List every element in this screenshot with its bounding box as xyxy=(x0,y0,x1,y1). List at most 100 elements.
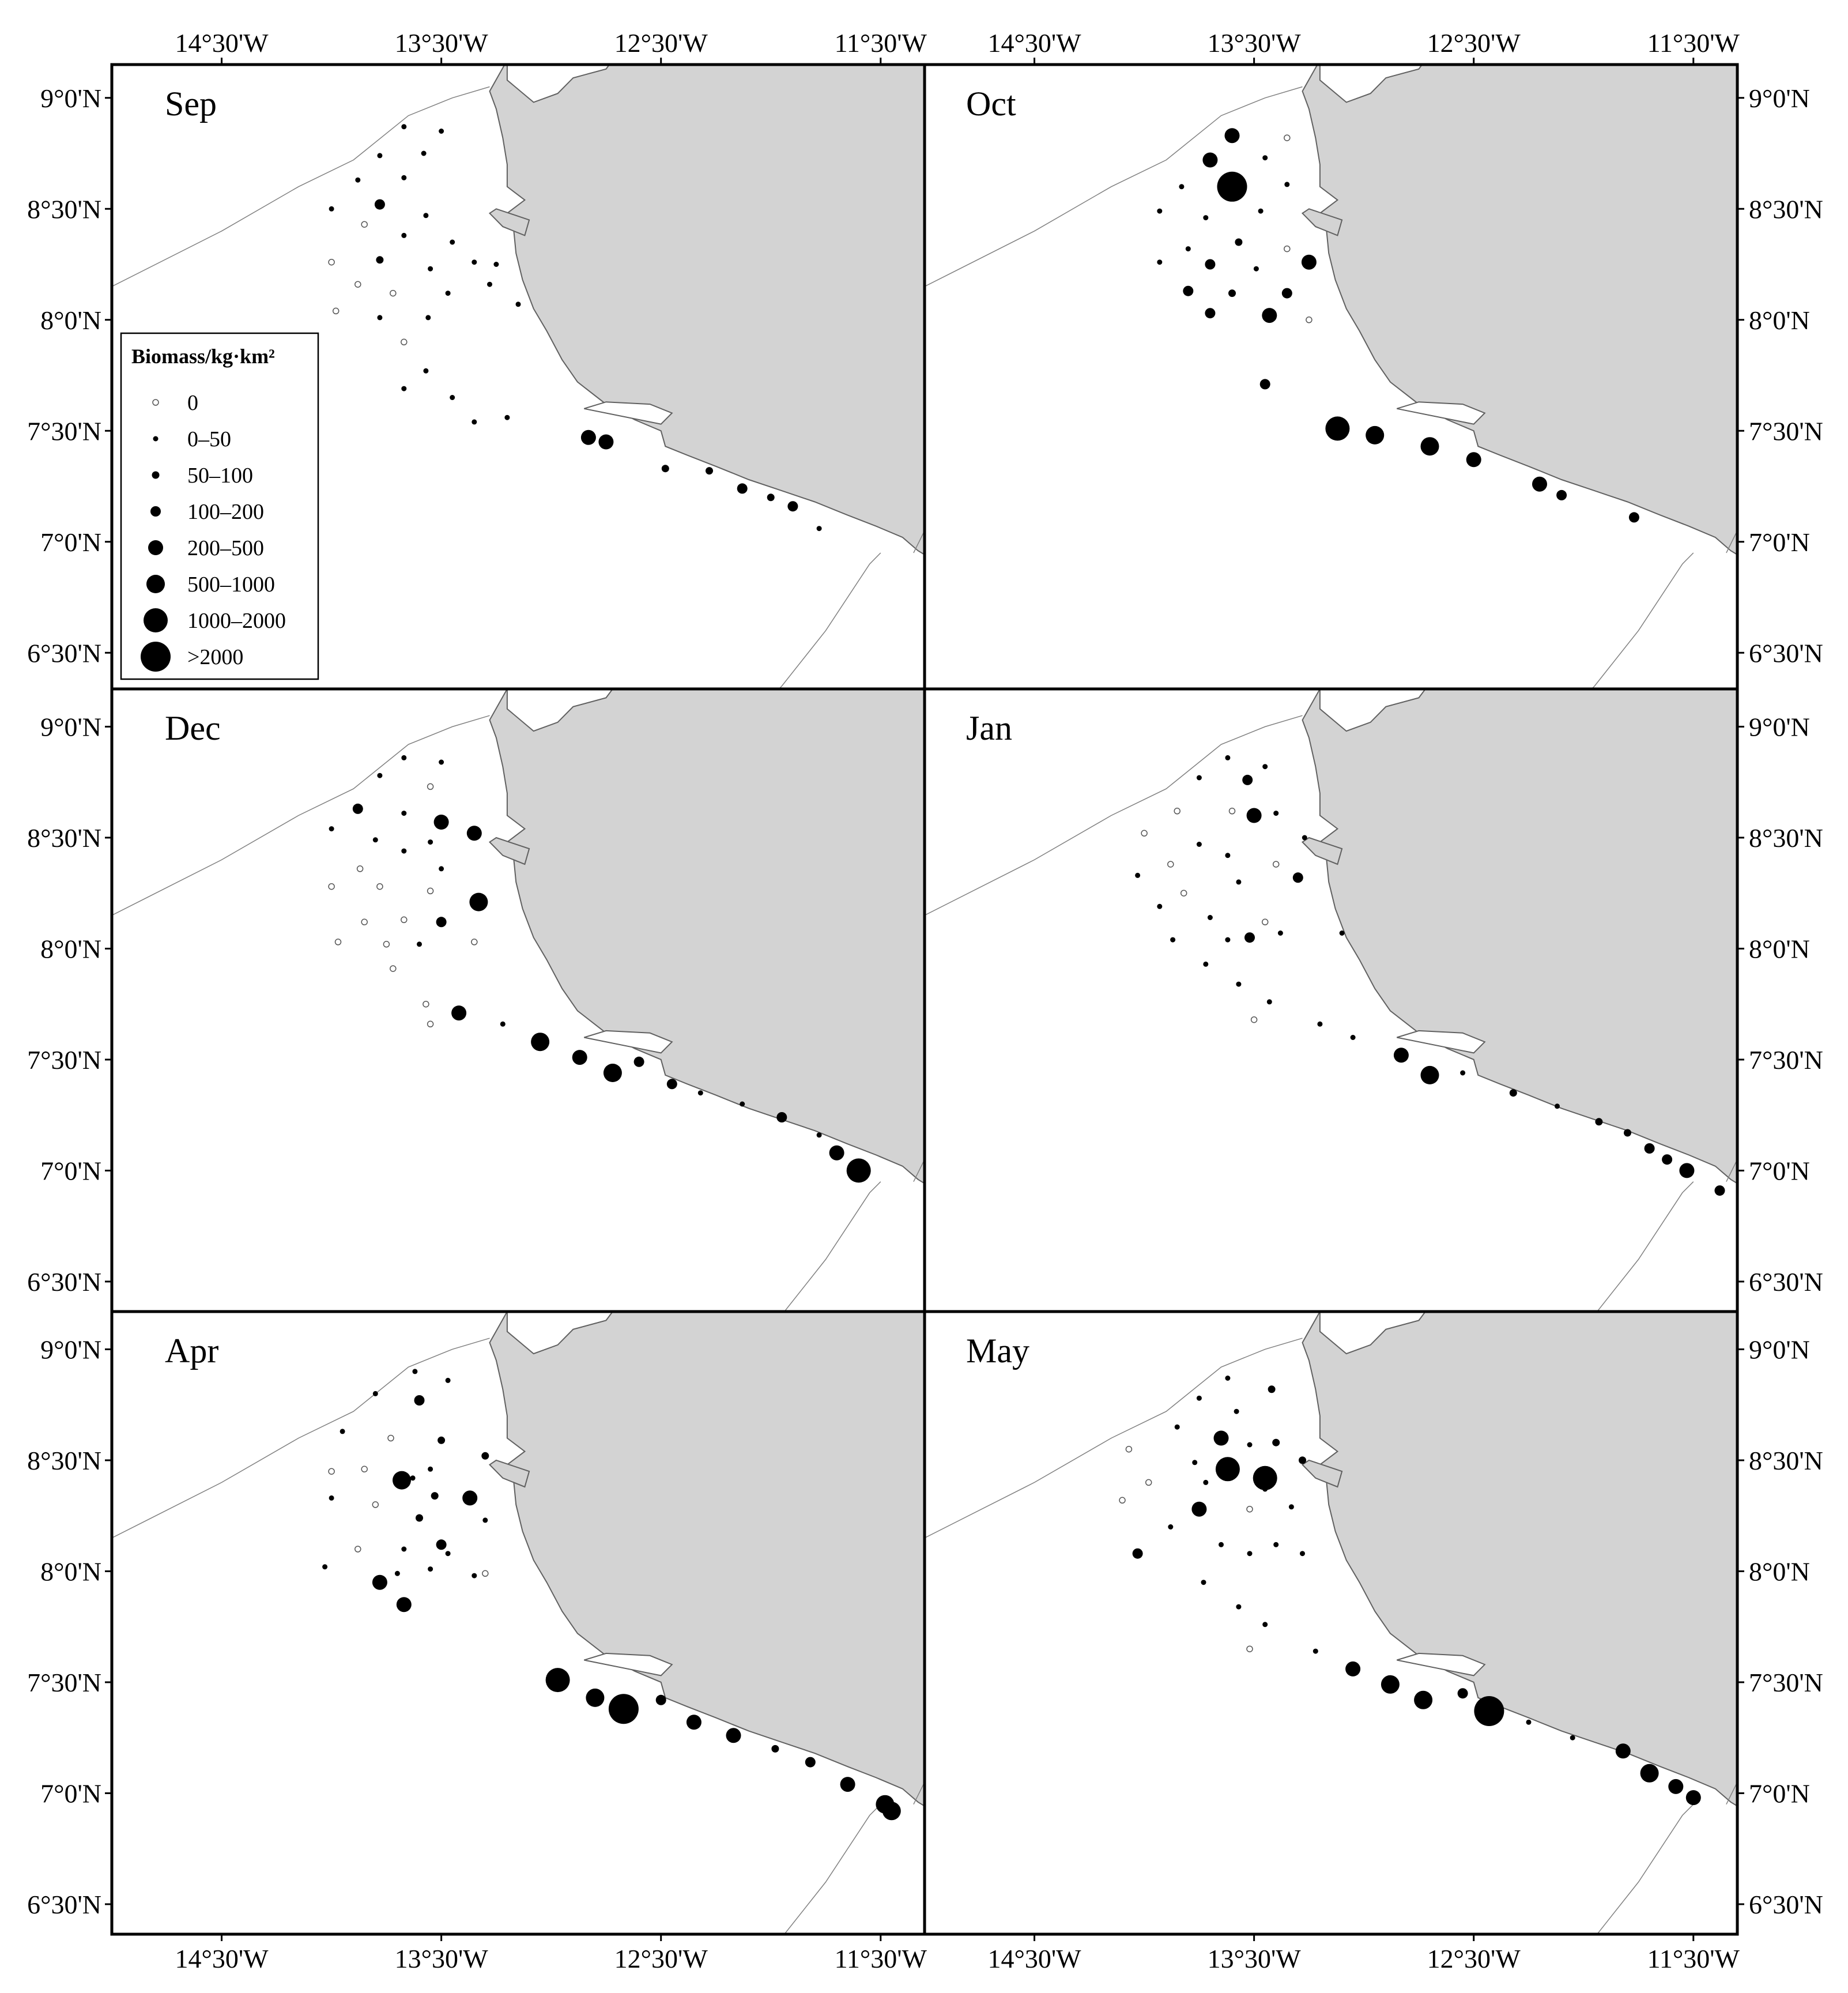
station-marker xyxy=(1236,1604,1242,1610)
station-marker xyxy=(1306,317,1313,323)
station-marker xyxy=(1225,853,1231,858)
island xyxy=(1301,1459,1343,1488)
station-marker xyxy=(1262,764,1268,770)
station-marker xyxy=(697,1090,703,1096)
station-marker xyxy=(329,1495,334,1501)
station-marker xyxy=(1236,981,1242,987)
station-marker xyxy=(487,281,492,287)
station-marker xyxy=(416,1514,423,1522)
lon-label: 14°30'W xyxy=(175,28,269,58)
station-marker xyxy=(466,826,482,841)
island xyxy=(1397,1030,1486,1054)
lat-label: 7°0'N xyxy=(40,1779,101,1808)
mainland xyxy=(1302,689,1737,1184)
station-marker xyxy=(372,1391,378,1396)
station-marker xyxy=(1262,1622,1268,1627)
station-marker xyxy=(401,811,407,816)
station-marker xyxy=(462,1490,478,1506)
legend-marker xyxy=(153,436,159,442)
lon-label: 14°30'W xyxy=(175,1944,269,1973)
station-marker xyxy=(816,526,822,532)
boundary-line xyxy=(783,1181,881,1312)
map-panel-oct xyxy=(1301,65,1737,556)
station-marker xyxy=(393,1471,411,1490)
lat-label: 9°0'N xyxy=(1749,712,1810,741)
lat-label: 8°30'N xyxy=(1749,194,1823,224)
station-marker xyxy=(451,1005,467,1021)
station-marker xyxy=(1224,128,1240,144)
station-marker xyxy=(726,1728,741,1743)
panel-frames xyxy=(110,63,1739,1936)
lat-label: 7°0'N xyxy=(1749,1156,1810,1185)
lon-label: 11°30'W xyxy=(835,28,927,58)
station-marker xyxy=(598,434,614,450)
station-marker xyxy=(1624,1129,1631,1137)
station-marker xyxy=(1300,1551,1305,1557)
station-marker xyxy=(1202,152,1218,168)
mainland xyxy=(1302,65,1737,556)
boundary-line xyxy=(913,1159,925,1182)
lat-label: 6°30'N xyxy=(27,1890,101,1919)
station-marker xyxy=(1272,1438,1280,1446)
lon-label: 11°30'W xyxy=(835,1944,927,1973)
station-marker xyxy=(661,465,669,473)
legend-label: 200–500 xyxy=(187,536,264,560)
station-marker xyxy=(1268,1385,1276,1393)
lat-label: 9°0'N xyxy=(40,84,101,113)
lat-label: 6°30'N xyxy=(27,638,101,668)
lat-label: 6°30'N xyxy=(1749,638,1823,668)
station-marker xyxy=(737,483,748,494)
station-marker xyxy=(1262,155,1268,161)
station-marker xyxy=(504,415,510,420)
station-marker xyxy=(1192,1460,1198,1465)
station-marker xyxy=(1246,1505,1253,1513)
lat-label: 7°30'N xyxy=(27,1668,101,1697)
station-marker xyxy=(1119,1497,1126,1504)
lat-label: 8°0'N xyxy=(1749,1557,1810,1586)
lat-label: 8°0'N xyxy=(1749,934,1810,963)
station-marker xyxy=(515,302,521,307)
station-marker xyxy=(1203,961,1209,967)
lat-label: 7°30'N xyxy=(1749,1668,1823,1697)
station-marker xyxy=(427,887,434,895)
station-marker xyxy=(1273,811,1279,816)
station-marker xyxy=(776,1112,787,1122)
legend-label: 0 xyxy=(187,391,198,415)
station-marker xyxy=(531,1033,550,1052)
station-marker xyxy=(433,815,449,830)
station-marker xyxy=(376,883,383,890)
boundary-line xyxy=(112,1338,490,1539)
station-marker xyxy=(361,221,368,228)
station-marker xyxy=(401,386,407,391)
station-marker xyxy=(1236,879,1242,885)
station-marker xyxy=(1556,489,1567,500)
boundary-line xyxy=(925,715,1303,916)
station-marker xyxy=(1272,861,1280,868)
station-marker xyxy=(1299,1456,1306,1464)
station-marker xyxy=(1640,1764,1659,1783)
station-marker xyxy=(401,232,407,238)
station-marker xyxy=(423,213,429,218)
station-marker xyxy=(1420,1065,1439,1084)
lat-label: 6°30'N xyxy=(27,1267,101,1297)
station-marker xyxy=(1228,289,1236,297)
stations-dec xyxy=(328,755,871,1183)
station-marker xyxy=(1366,425,1385,444)
station-marker xyxy=(882,1802,901,1821)
lon-label: 14°30'W xyxy=(987,28,1081,58)
station-marker xyxy=(1196,842,1202,847)
map-panel-dec xyxy=(488,689,925,1184)
station-marker xyxy=(377,153,383,159)
station-marker xyxy=(1474,1696,1504,1726)
station-marker xyxy=(1191,1501,1207,1517)
station-marker xyxy=(771,1745,779,1753)
station-marker xyxy=(1284,245,1291,253)
station-marker xyxy=(1685,1790,1701,1806)
station-marker xyxy=(472,1573,477,1578)
station-marker xyxy=(401,338,408,346)
lat-label: 8°30'N xyxy=(1749,1446,1823,1475)
boundary-lines xyxy=(112,86,1737,1934)
station-marker xyxy=(1135,872,1141,878)
legend-label: 100–200 xyxy=(187,500,264,524)
